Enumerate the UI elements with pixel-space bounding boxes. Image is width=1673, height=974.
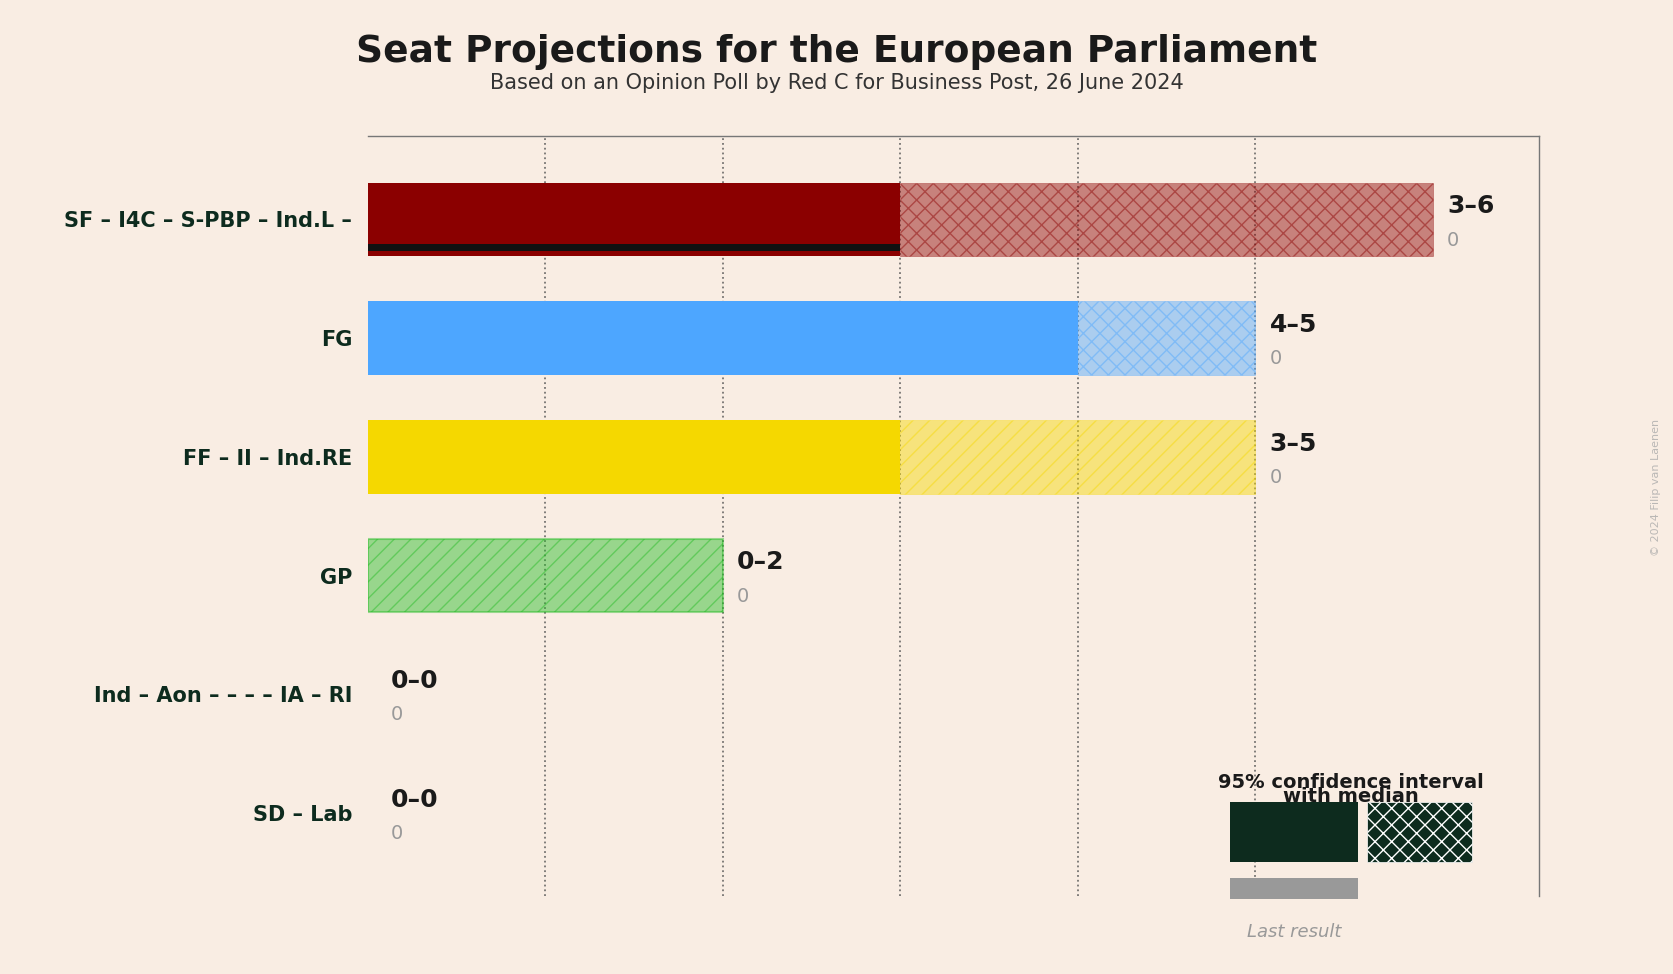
Text: Seat Projections for the European Parliament: Seat Projections for the European Parlia… <box>356 34 1317 70</box>
Bar <box>368 420 900 494</box>
Text: 0–2: 0–2 <box>738 550 785 575</box>
Bar <box>900 183 1432 256</box>
Text: with median: with median <box>1283 787 1419 806</box>
Text: 4–5: 4–5 <box>1270 313 1317 337</box>
Bar <box>368 539 723 613</box>
Text: 3–5: 3–5 <box>1270 431 1317 456</box>
Text: 0: 0 <box>1270 350 1282 368</box>
Text: 3–6: 3–6 <box>1447 194 1494 218</box>
Text: 0: 0 <box>391 705 403 725</box>
Bar <box>1077 301 1255 375</box>
Text: © 2024 Filip van Laenen: © 2024 Filip van Laenen <box>1651 419 1661 555</box>
Text: 0–0: 0–0 <box>391 669 438 693</box>
Bar <box>368 301 1077 375</box>
Text: 0: 0 <box>738 586 750 606</box>
Text: 0: 0 <box>391 824 403 843</box>
Text: 0–0: 0–0 <box>391 788 438 811</box>
Bar <box>368 244 900 251</box>
Bar <box>368 183 900 256</box>
Text: Based on an Opinion Poll by Red C for Business Post, 26 June 2024: Based on an Opinion Poll by Red C for Bu… <box>490 73 1183 94</box>
Text: 95% confidence interval: 95% confidence interval <box>1218 772 1484 792</box>
Text: 0: 0 <box>1270 468 1282 487</box>
Text: Last result: Last result <box>1246 923 1342 941</box>
Bar <box>900 420 1255 494</box>
Text: 0: 0 <box>1447 231 1459 249</box>
